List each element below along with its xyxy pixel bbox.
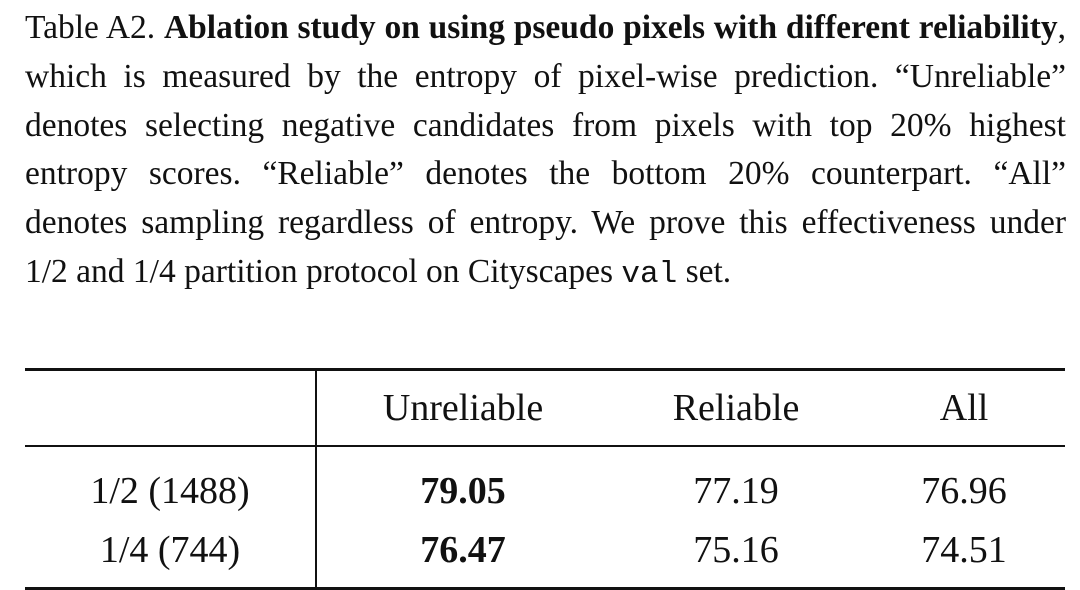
header-cell: All (863, 369, 1065, 447)
row: 1/4 (744) 76.47 75.16 74.51 (25, 523, 1065, 589)
header-cell: Reliable (609, 369, 863, 447)
caption-label: Table A2. (25, 9, 156, 46)
cell: 76.96 (921, 470, 1007, 512)
header-cell: Unreliable (316, 369, 609, 447)
cell: 74.51 (921, 529, 1007, 571)
header-row: Unreliable Reliable All (25, 369, 1065, 447)
caption: Table A2. Ablation study on using pseudo… (25, 4, 1066, 300)
caption-end: set. (685, 252, 732, 290)
cell: 77.19 (693, 470, 779, 512)
caption-text: , which is measured by the entropy of pi… (25, 9, 1067, 290)
caption-title: Ablation study on using pseudo pixels wi… (163, 9, 1058, 46)
caption-code: val (621, 256, 678, 292)
cell: 79.05 (420, 470, 506, 512)
row: 1/2 (1488) 79.05 77.19 76.96 (25, 446, 1065, 523)
row-label: 1/2 (1488) (25, 446, 317, 523)
cell: 76.47 (420, 529, 506, 571)
results-table: Unreliable Reliable All 1/2 (1488) 79.05… (25, 368, 1065, 590)
header-cell (25, 369, 317, 447)
row-label: 1/4 (744) (25, 523, 317, 589)
cell: 75.16 (693, 529, 779, 571)
